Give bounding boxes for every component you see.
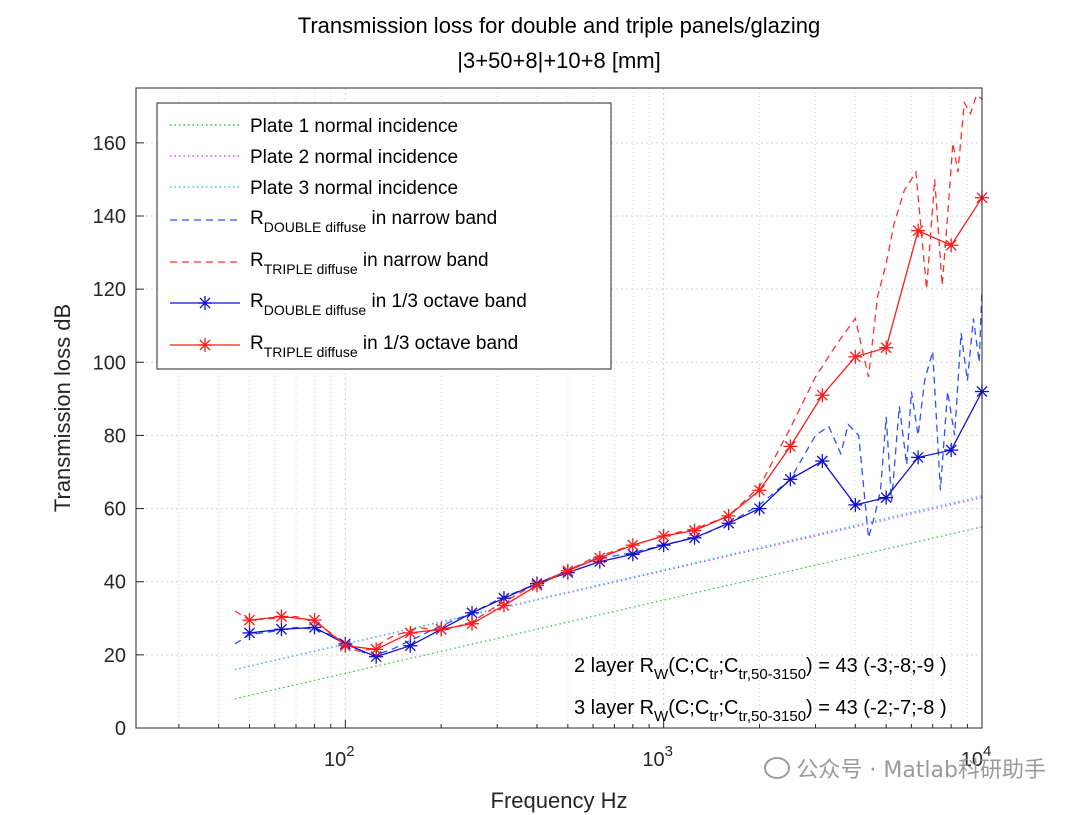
data-point-star (815, 388, 830, 403)
wechat-icon (764, 757, 791, 779)
data-point-star (198, 296, 212, 310)
legend-box (156, 102, 612, 370)
data-point-star (403, 638, 418, 653)
series-line-triple_narrow (234, 94, 983, 652)
legend-marker-triple-oct (198, 338, 212, 352)
data-point-star (783, 472, 798, 487)
data-point-star (403, 625, 418, 640)
data-point-star (465, 616, 480, 631)
series-line-plate3 (234, 495, 983, 671)
annotation-two-layer: 2 layer RW(C;Ctr;Ctr,50-3150) = 43 (-3;-… (574, 655, 947, 683)
series-line-plate1 (234, 526, 983, 700)
series-triple_narrow (234, 94, 983, 652)
legend-label-triple-oct: RTRIPLE diffuse in 1/3 octave band (250, 333, 518, 360)
y-axis-ticks: 0 20 40 60 80 100 120 140 160 (93, 133, 144, 740)
data-point-star (721, 508, 736, 523)
legend-label-plate3: Plate 3 normal incidence (250, 178, 458, 199)
watermark-text: 公众号 · Matlab科研助手 (796, 758, 1046, 783)
legend-label-double-oct: RDOUBLE diffuse in 1/3 octave band (250, 291, 527, 318)
data-point-star (848, 497, 863, 512)
series-double_oct (242, 384, 989, 664)
y-tick-label: 60 (104, 499, 126, 521)
series-plate2 (234, 496, 983, 671)
series-line-plate2 (234, 496, 983, 671)
data-point-star (496, 598, 511, 613)
data-point-star (848, 349, 863, 364)
data-point-star (274, 609, 289, 624)
data-point-star (879, 490, 894, 505)
data-point-star (656, 538, 671, 553)
data-point-star (752, 483, 767, 498)
data-point-star (592, 550, 607, 565)
legend-label-double-narrow: RDOUBLE diffuse in narrow band (250, 208, 497, 235)
data-point-star (465, 605, 480, 620)
y-tick-label: 160 (93, 133, 126, 155)
data-point-star (752, 501, 767, 516)
y-tick-label: 100 (93, 352, 126, 374)
series-plate3 (234, 495, 983, 671)
legend-label-triple-narrow: RTRIPLE diffuse in narrow band (250, 250, 489, 277)
data-point-star (198, 338, 212, 352)
data-point-star (879, 340, 894, 355)
data-point-star (434, 622, 449, 637)
data-point-star (242, 613, 257, 628)
data-point-star (944, 443, 959, 458)
data-point-star (274, 622, 289, 637)
chart-subtitle: |3+50+8|+10+8 [mm] (457, 48, 660, 73)
y-tick-label: 120 (93, 279, 126, 301)
data-point-star (560, 563, 575, 578)
plot-frame (135, 87, 983, 729)
annotation-three-layer: 3 layer RW(C;Ctr;Ctr,50-3150) = 43 (-2;-… (574, 697, 947, 725)
data-point-star (783, 439, 798, 454)
x-tick-label: 104 (961, 743, 992, 771)
y-tick-label: 80 (104, 425, 126, 447)
x-tick-label: 102 (324, 743, 355, 771)
series-plate1 (234, 526, 983, 700)
x-axis-label: Frequency Hz (491, 788, 628, 813)
data-point-star (687, 523, 702, 538)
data-point-star (625, 538, 640, 553)
legend: Plate 1 normal incidence Plate 2 normal … (156, 102, 612, 370)
y-tick-label: 140 (93, 206, 126, 228)
series-layer (234, 94, 989, 700)
data-point-star (307, 613, 322, 628)
data-point-star (911, 450, 926, 465)
y-tick-label: 40 (104, 572, 126, 594)
legend-label-plate2: Plate 2 normal incidence (250, 147, 458, 168)
data-point-star (625, 547, 640, 562)
data-point-star (656, 529, 671, 543)
chart-title: Transmission loss for double and triple … (298, 13, 821, 38)
legend-marker-double-oct (198, 296, 212, 310)
y-tick-label: 0 (115, 718, 126, 740)
y-axis-label: Transmission loss dB (50, 304, 75, 512)
grid (136, 88, 982, 728)
data-point-star (911, 223, 926, 238)
data-point-star (529, 578, 544, 593)
series-triple_oct (242, 190, 989, 657)
data-point-star (815, 454, 830, 469)
data-point-star (338, 638, 353, 653)
data-point-star (242, 625, 257, 640)
legend-label-plate1: Plate 1 normal incidence (250, 116, 458, 137)
x-tick-label: 103 (642, 743, 673, 771)
series-line-double_oct (249, 391, 983, 658)
data-point-star (944, 238, 959, 253)
x-axis-ticks: 102 103 104 (178, 720, 992, 771)
watermark: 公众号 · Matlab科研助手 (764, 752, 1046, 784)
data-point-star (369, 642, 384, 657)
y-tick-label: 20 (104, 645, 126, 667)
